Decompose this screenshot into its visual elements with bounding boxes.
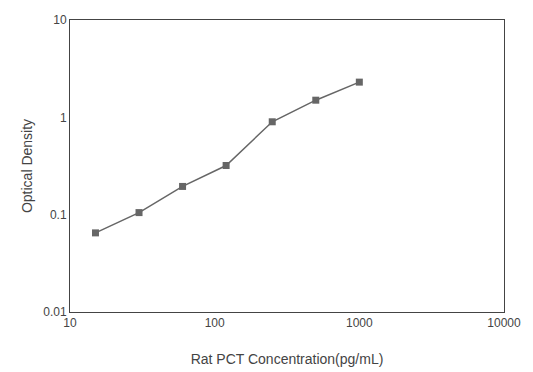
svg-text:1000: 1000	[346, 316, 373, 330]
svg-text:10000: 10000	[487, 316, 521, 330]
svg-text:Optical Density: Optical Density	[19, 119, 35, 213]
svg-text:Rat PCT Concentration(pg/mL): Rat PCT Concentration(pg/mL)	[191, 351, 384, 367]
svg-text:10: 10	[63, 316, 77, 330]
svg-text:100: 100	[205, 316, 225, 330]
svg-text:0.1: 0.1	[50, 208, 67, 222]
svg-text:0.01: 0.01	[43, 305, 67, 319]
svg-text:1: 1	[60, 111, 67, 125]
svg-text:10: 10	[53, 13, 67, 27]
